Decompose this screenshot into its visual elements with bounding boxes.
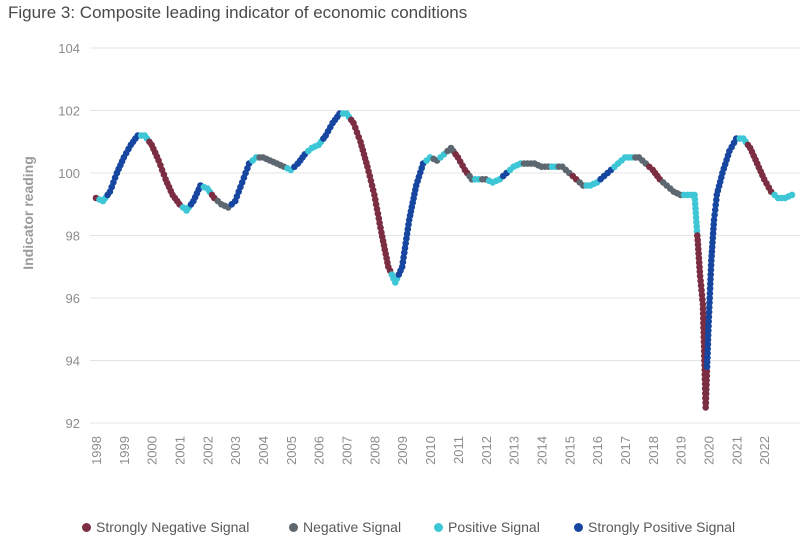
y-tick-label: 94 (66, 354, 80, 369)
data-point (710, 216, 718, 224)
legend-marker (82, 522, 91, 532)
legend-marker (434, 522, 443, 532)
legend-label: Strongly Negative Signal (96, 519, 250, 535)
grid-lines (90, 47, 800, 424)
data-point (699, 310, 707, 317)
data-point (707, 271, 714, 278)
data-point (711, 206, 719, 214)
x-tick-label: 2003 (228, 436, 243, 465)
x-tick-label: 2010 (423, 436, 438, 465)
x-tick-label: 2002 (200, 436, 215, 465)
data-point (703, 363, 711, 371)
x-tick-label: 2007 (340, 436, 355, 465)
data-point (711, 211, 718, 219)
x-tick-label: 2017 (618, 436, 633, 465)
y-tick-label: 92 (66, 416, 80, 431)
data-point (705, 322, 712, 330)
x-tick-label: 2009 (395, 436, 410, 465)
data-point (700, 315, 707, 322)
x-tick-label: 1999 (117, 436, 132, 465)
y-tick-label: 102 (58, 104, 80, 119)
data-point (707, 261, 715, 269)
data-point (706, 304, 713, 311)
data-point (713, 196, 720, 204)
data-point (705, 308, 713, 316)
data-points (92, 110, 796, 411)
legend-item-strongly-negative: Strongly Negative Signal (82, 519, 249, 535)
x-tick-label: 2013 (507, 436, 522, 465)
legend-item-negative: Negative Signal (289, 519, 401, 535)
data-point (788, 191, 796, 199)
x-tick-label: 2004 (256, 436, 271, 465)
y-tick-label: 98 (66, 229, 80, 244)
x-tick-label: 2016 (590, 436, 605, 465)
x-tick-label: 2019 (674, 436, 689, 465)
legend-label: Negative Signal (303, 519, 402, 535)
data-point (706, 285, 714, 292)
legend-marker (574, 522, 583, 532)
data-point (706, 294, 713, 302)
data-point (707, 276, 714, 283)
data-point (705, 313, 713, 321)
data-point (706, 290, 714, 297)
x-tick-label: 2020 (701, 436, 716, 465)
data-point (699, 305, 707, 313)
y-axis-label: Indicator reading (20, 156, 36, 270)
data-point (704, 331, 712, 339)
x-tick-label: 2001 (173, 436, 188, 465)
x-tick-label: 2015 (562, 436, 577, 465)
x-tick-label: 2011 (451, 436, 466, 464)
x-tick-label: 2012 (479, 436, 494, 465)
x-tick-label: 2021 (729, 436, 744, 465)
y-tick-label: 100 (58, 166, 80, 181)
data-point (702, 399, 710, 407)
data-point (700, 324, 707, 332)
x-tick-label: 2005 (284, 436, 299, 465)
y-tick-label: 96 (66, 291, 80, 306)
data-point (699, 301, 707, 308)
x-tick-label: 2018 (646, 436, 661, 465)
x-tick-label: 1998 (89, 436, 104, 465)
x-tick-label: 2014 (534, 436, 549, 465)
x-tick-label: 2022 (757, 436, 772, 465)
data-point (707, 266, 715, 274)
legend-label: Positive Signal (448, 519, 540, 535)
legend-label: Strongly Positive Signal (588, 519, 736, 535)
y-tick-label: 104 (58, 41, 80, 56)
x-tick-label: 2008 (367, 436, 382, 465)
x-tick-label: 2006 (312, 436, 327, 465)
legend-item-positive: Positive Signal (434, 519, 540, 535)
legend-marker (289, 522, 298, 532)
data-point (706, 299, 713, 307)
legend-item-strongly-positive: Strongly Positive Signal (574, 519, 735, 535)
data-point (700, 319, 707, 327)
data-point (712, 201, 719, 209)
x-tick-label: 2000 (145, 436, 160, 465)
chart-title: Figure 3: Composite leading indicator of… (8, 3, 468, 22)
x-axis-ticks: 1998 1999 2000 2001 2002 2003 2004 2005 2006 2007… (89, 436, 772, 465)
y-axis-ticks: 92 94 96 98 100 102 104 (58, 41, 80, 431)
